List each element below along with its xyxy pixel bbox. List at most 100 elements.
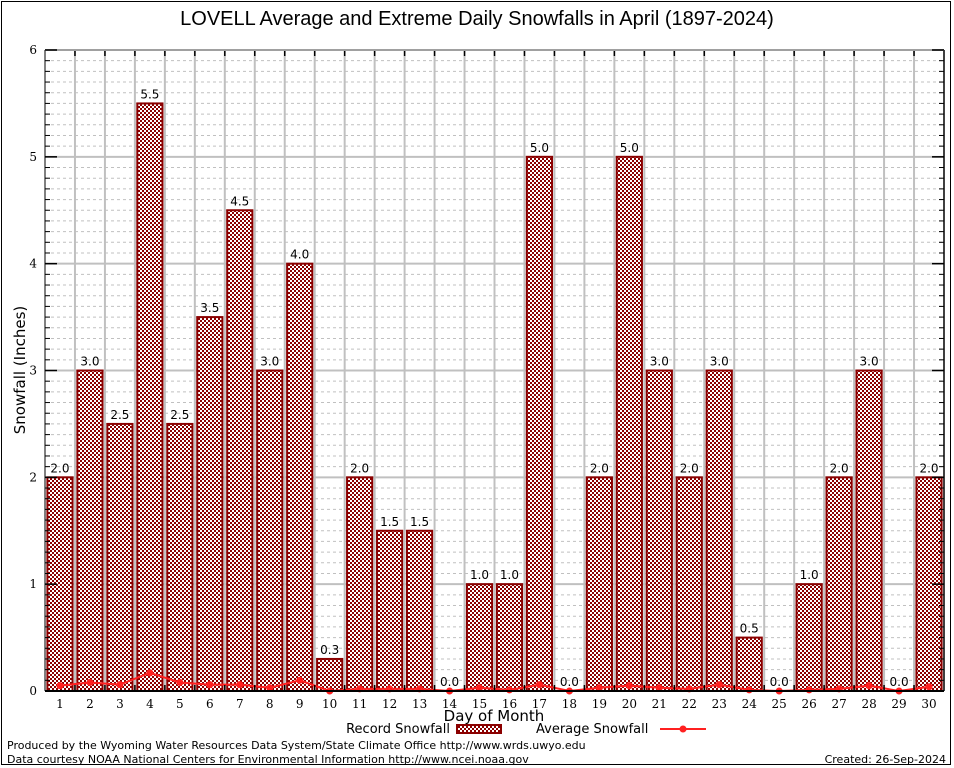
- x-tick-label: 14: [442, 697, 458, 711]
- footer-data-courtesy: Data courtesy NOAA National Centers for …: [7, 753, 529, 766]
- bar-label-day-13: 1.5: [410, 515, 429, 529]
- y-tick-label: 1: [29, 577, 37, 591]
- bar-label-day-5: 2.5: [170, 408, 189, 422]
- average-point-day-24: [745, 686, 753, 694]
- bar-label-day-3: 2.5: [110, 408, 129, 422]
- average-point-day-3: [116, 681, 124, 689]
- x-tick-label: 5: [176, 697, 184, 711]
- average-point-day-8: [266, 684, 274, 692]
- x-tick-label: 24: [742, 697, 758, 711]
- bar-day-5: [166, 422, 194, 692]
- x-tick-label: 12: [382, 697, 397, 711]
- x-tick-label: 21: [652, 697, 667, 711]
- bar-label-day-8: 3.0: [260, 355, 279, 369]
- bar-label-day-20: 5.0: [620, 141, 639, 155]
- bar-label-day-19: 2.0: [590, 461, 609, 475]
- bar-day-17: [525, 155, 554, 693]
- bar-day-8: [256, 369, 284, 692]
- bar-label-day-30: 2.0: [919, 461, 938, 475]
- bar-label-day-2: 3.0: [80, 355, 99, 369]
- average-point-day-23: [715, 681, 723, 689]
- average-point-day-16: [505, 686, 513, 694]
- average-point-day-4: [146, 669, 154, 677]
- bar-label-day-16: 1.0: [500, 568, 519, 582]
- average-point-day-2: [86, 678, 94, 686]
- x-tick-label: 8: [266, 697, 274, 711]
- x-tick-label: 13: [412, 697, 427, 711]
- x-tick-label: 11: [352, 697, 367, 711]
- bar-day-22: [675, 476, 703, 693]
- bar-day-3: [106, 422, 134, 692]
- x-tick-label: 2: [86, 697, 94, 711]
- bar-day-2: [76, 369, 104, 692]
- x-tick-label: 16: [502, 697, 517, 711]
- y-tick-label: 5: [29, 150, 37, 164]
- bar-label-day-25: 0.0: [770, 675, 789, 689]
- bar-label-day-18: 0.0: [560, 675, 579, 689]
- y-tick-label: 6: [29, 43, 37, 57]
- bar-label-day-21: 3.0: [650, 355, 669, 369]
- average-point-day-20: [625, 682, 633, 690]
- bar-label-day-7: 4.5: [230, 194, 249, 208]
- bar-day-21: [645, 369, 673, 692]
- bar-label-day-6: 3.5: [200, 301, 219, 315]
- bar-day-16: [495, 583, 524, 693]
- bar-day-4: [136, 102, 164, 692]
- legend-marker-average: [679, 725, 687, 733]
- x-tick-label: 1: [56, 697, 64, 711]
- x-tick-label: 29: [891, 697, 906, 711]
- bar-label-day-28: 3.0: [860, 355, 879, 369]
- x-axis-label: Day of Month: [444, 707, 545, 725]
- footer-created-date: Created: 26-Sep-2024: [824, 753, 946, 766]
- average-point-day-17: [535, 681, 543, 689]
- bar-day-11: [346, 476, 374, 693]
- x-tick-label: 27: [831, 697, 846, 711]
- bar-day-26: [795, 583, 823, 693]
- x-tick-label: 23: [712, 697, 727, 711]
- average-point-day-9: [296, 676, 304, 684]
- average-point-day-7: [236, 681, 244, 689]
- bar-label-day-29: 0.0: [890, 675, 909, 689]
- bar-label-day-4: 5.5: [140, 87, 159, 101]
- x-tick-label: 18: [562, 697, 577, 711]
- y-tick-label: 4: [29, 257, 37, 271]
- x-tick-label: 19: [592, 697, 607, 711]
- x-tick-label: 15: [472, 697, 487, 711]
- x-tick-label: 28: [861, 697, 876, 711]
- average-point-day-19: [595, 684, 603, 692]
- grid: [45, 49, 944, 692]
- bar-label-day-10: 0.3: [320, 643, 339, 657]
- bar-label-day-22: 2.0: [680, 461, 699, 475]
- x-tick-label: 22: [682, 697, 697, 711]
- bar-day-9: [286, 262, 314, 692]
- bar-day-7: [226, 209, 254, 692]
- bar-day-12: [376, 529, 404, 692]
- bar-label-day-23: 3.0: [710, 355, 729, 369]
- average-point-day-5: [176, 678, 184, 686]
- bar-label-day-24: 0.5: [740, 622, 759, 636]
- bar-label-day-15: 1.0: [470, 568, 489, 582]
- bar-label-day-26: 1.0: [800, 568, 819, 582]
- legend: Record Snowfall Average Snowfall: [346, 722, 706, 737]
- x-tick-label: 25: [772, 697, 787, 711]
- bar-day-6: [196, 316, 224, 692]
- bar-day-13: [405, 529, 434, 692]
- bar-label-day-9: 4.0: [290, 248, 309, 262]
- bar-day-15: [465, 583, 494, 693]
- bar-day-28: [855, 369, 883, 692]
- average-point-day-15: [476, 684, 484, 692]
- x-tick-label: 7: [236, 697, 244, 711]
- bar-day-23: [705, 369, 733, 692]
- bar-day-20: [615, 155, 643, 693]
- legend-swatch-record: [456, 724, 502, 734]
- average-point-day-6: [206, 681, 214, 689]
- x-tick-label: 9: [296, 697, 304, 711]
- x-tick-label: 17: [532, 697, 547, 711]
- bar-label-day-11: 2.0: [350, 461, 369, 475]
- bar-label-day-14: 0.0: [440, 675, 459, 689]
- bar-label-day-1: 2.0: [50, 461, 69, 475]
- bar-day-27: [825, 476, 853, 693]
- average-point-day-30: [925, 683, 933, 691]
